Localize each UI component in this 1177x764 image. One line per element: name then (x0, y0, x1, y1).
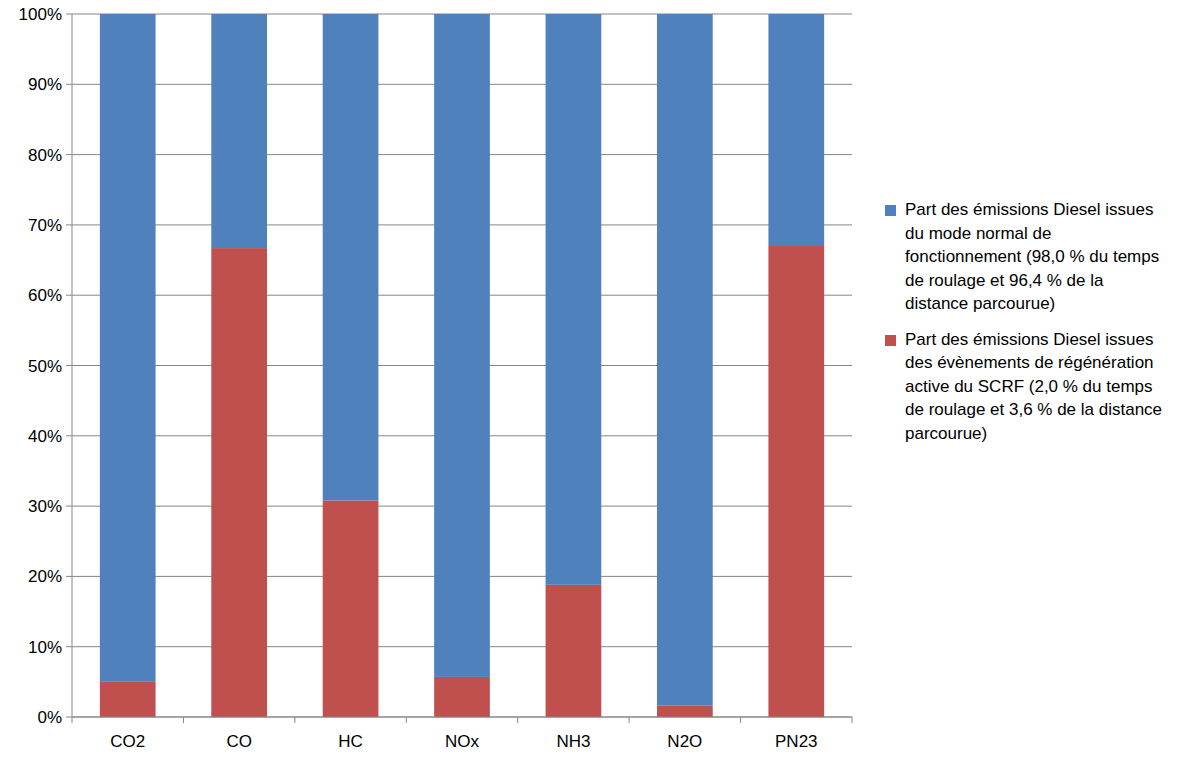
x-tick-label: PN23 (775, 732, 818, 751)
x-tick-label: NH3 (556, 732, 590, 751)
bar (768, 14, 824, 246)
bar (100, 14, 156, 682)
bar (434, 14, 490, 677)
y-tick-label: 50% (28, 357, 62, 376)
y-tick-label: 40% (28, 427, 62, 446)
x-tick (72, 717, 73, 723)
bar (657, 706, 713, 717)
legend-label: Part des émissions Diesel issues des évè… (905, 328, 1170, 446)
y-tick-label: 30% (28, 497, 62, 516)
bar (546, 14, 602, 585)
legend-item: Part des émissions Diesel issues des évè… (885, 328, 1170, 446)
x-tick-label: HC (338, 732, 363, 751)
bar (211, 14, 267, 248)
y-tick (66, 506, 72, 507)
x-axis (72, 717, 852, 718)
y-tick-label: 10% (28, 638, 62, 657)
x-tick-label: NOx (445, 732, 480, 751)
y-tick (66, 717, 72, 718)
x-tick-label: CO2 (110, 732, 145, 751)
y-tick-label: 80% (28, 146, 62, 165)
y-tick (66, 576, 72, 577)
y-tick-label: 90% (28, 75, 62, 94)
y-tick-label: 100% (19, 5, 62, 24)
grid-line (72, 717, 852, 718)
bar (546, 585, 602, 717)
x-tick (629, 717, 630, 723)
x-tick-label: N2O (667, 732, 702, 751)
x-tick (740, 717, 741, 723)
y-tick (66, 224, 72, 225)
bar (323, 14, 379, 500)
bar (323, 500, 379, 717)
bar (211, 248, 267, 717)
y-tick (66, 84, 72, 85)
y-axis (72, 14, 73, 717)
x-tick (852, 717, 853, 723)
y-tick (66, 435, 72, 436)
legend: Part des émissions Diesel issues du mode… (885, 198, 1170, 457)
y-tick (66, 365, 72, 366)
y-tick-label: 70% (28, 216, 62, 235)
bar (657, 14, 713, 706)
x-tick (183, 717, 184, 723)
y-tick (66, 295, 72, 296)
legend-label: Part des émissions Diesel issues du mode… (905, 198, 1170, 316)
x-tick (406, 717, 407, 723)
bar (768, 246, 824, 717)
y-tick-label: 0% (37, 708, 62, 727)
bars (100, 14, 824, 717)
legend-swatch (885, 335, 896, 346)
legend-item: Part des émissions Diesel issues du mode… (885, 198, 1170, 316)
chart: 0% 10% 20% 30% 40% 50% 60% 70% 80% 90% 100% CO2 CO HC… (0, 0, 1177, 764)
legend-swatch (885, 205, 896, 216)
y-tick (66, 14, 72, 15)
bar (100, 682, 156, 717)
x-tick (294, 717, 295, 723)
y-tick-label: 20% (28, 567, 62, 586)
bar (434, 677, 490, 717)
y-tick (66, 154, 72, 155)
y-tick (66, 646, 72, 647)
y-tick-label: 60% (28, 286, 62, 305)
x-tick-label: CO (226, 732, 252, 751)
x-tick (517, 717, 518, 723)
